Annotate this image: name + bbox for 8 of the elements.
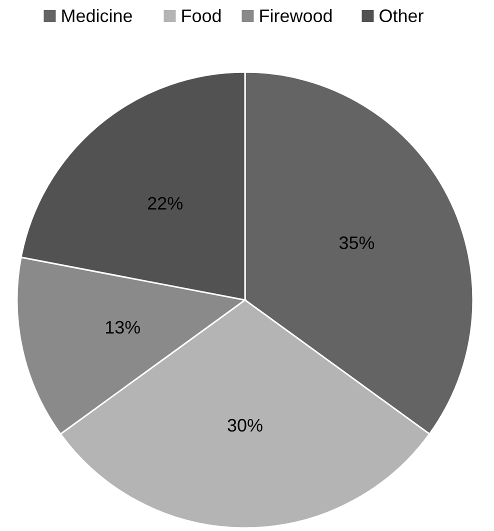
legend-label: Other xyxy=(378,6,424,26)
data-label: 35% xyxy=(338,233,375,254)
legend-label: Firewood xyxy=(258,6,333,26)
data-label: 13% xyxy=(104,317,141,338)
legend-label: Medicine xyxy=(60,6,133,26)
data-label: 22% xyxy=(147,193,184,214)
legend-label: Food xyxy=(180,6,222,26)
data-label: 30% xyxy=(226,415,264,436)
